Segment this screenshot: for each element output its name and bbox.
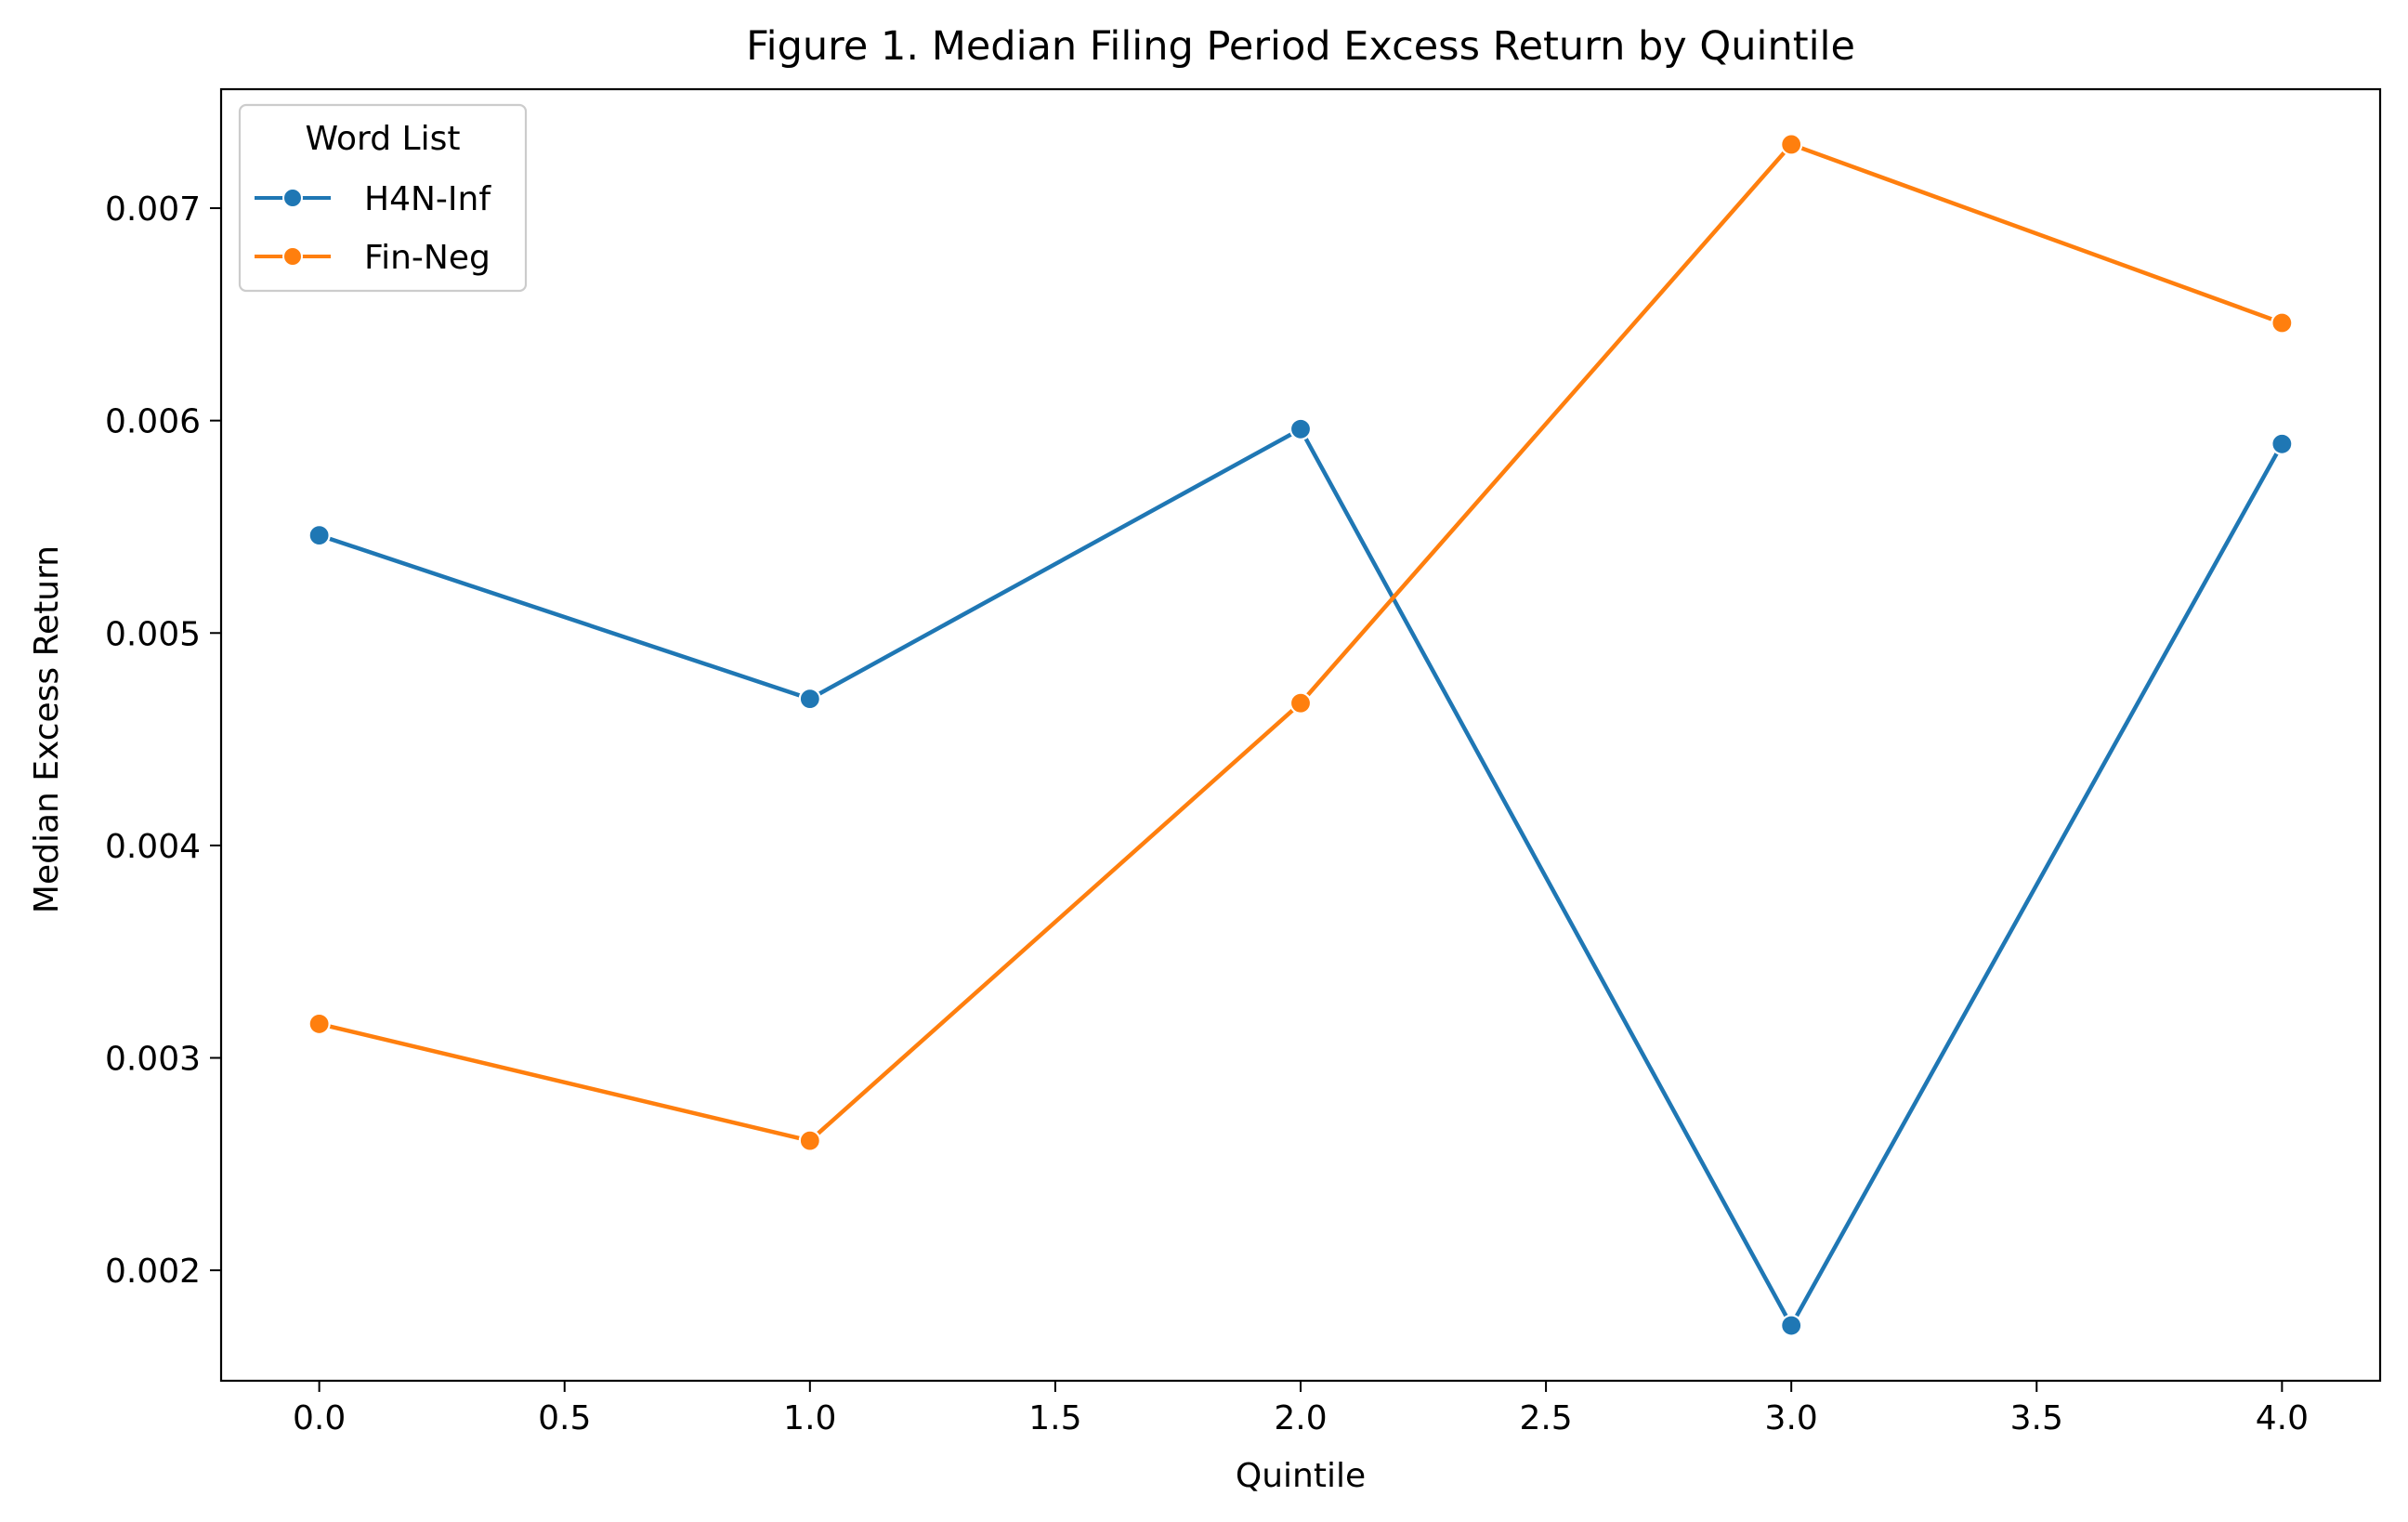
data-point-fin-neg — [1780, 133, 1803, 156]
y-tick-label: 0.007 — [105, 190, 201, 229]
data-point-fin-neg — [1289, 691, 1313, 715]
legend: Word List H4N-Inf Fin-Neg — [238, 103, 528, 293]
legend-label-fin-neg: Fin-Neg — [364, 239, 491, 277]
data-point-h4n-inf — [2271, 432, 2294, 455]
legend-title: Word List — [306, 120, 461, 158]
x-tick-label: 3.5 — [2010, 1399, 2063, 1437]
legend-marker-h4n-inf — [282, 188, 303, 208]
plot-frame — [219, 87, 2382, 1383]
data-point-fin-neg — [308, 1012, 331, 1036]
legend-marker-fin-neg — [282, 246, 303, 267]
x-axis: 0.0 0.5 1.0 1.5 2.0 2.5 3.0 3.5 4.0 — [293, 1381, 2309, 1437]
x-tick-label: 1.0 — [783, 1399, 836, 1437]
data-point-h4n-inf — [308, 523, 331, 547]
y-tick-label: 0.003 — [105, 1041, 201, 1079]
data-point-h4n-inf — [1780, 1314, 1803, 1337]
y-tick-label: 0.005 — [105, 615, 201, 653]
legend-box — [238, 103, 528, 293]
legend-label-h4n-inf: H4N-Inf — [364, 180, 491, 218]
data-point-fin-neg — [2271, 311, 2294, 335]
legend-entry-h4n-inf: H4N-Inf — [255, 180, 491, 218]
x-tick-label: 3.0 — [1765, 1399, 1818, 1437]
plot-series — [308, 133, 2294, 1337]
legend-entry-fin-neg: Fin-Neg — [255, 239, 491, 277]
data-point-fin-neg — [798, 1129, 821, 1152]
y-axis: 0.002 0.003 0.004 0.005 0.006 0.007 — [105, 190, 221, 1291]
x-tick-label: 0.5 — [538, 1399, 591, 1437]
x-axis-title: Quintile — [1236, 1457, 1366, 1495]
x-tick-label: 1.5 — [1028, 1399, 1081, 1437]
x-tick-label: 2.5 — [1519, 1399, 1572, 1437]
y-axis-title: Median Excess Return — [28, 545, 66, 913]
y-tick-label: 0.006 — [105, 403, 201, 441]
y-tick-label: 0.002 — [105, 1253, 201, 1291]
x-tick-label: 2.0 — [1274, 1399, 1327, 1437]
chart-title: Figure 1. Median Filing Period Excess Re… — [746, 23, 1855, 70]
data-point-h4n-inf — [798, 688, 821, 711]
x-tick-label: 4.0 — [2256, 1399, 2309, 1437]
y-tick-label: 0.004 — [105, 828, 201, 866]
data-point-h4n-inf — [1289, 417, 1313, 440]
x-tick-label: 0.0 — [293, 1399, 346, 1437]
